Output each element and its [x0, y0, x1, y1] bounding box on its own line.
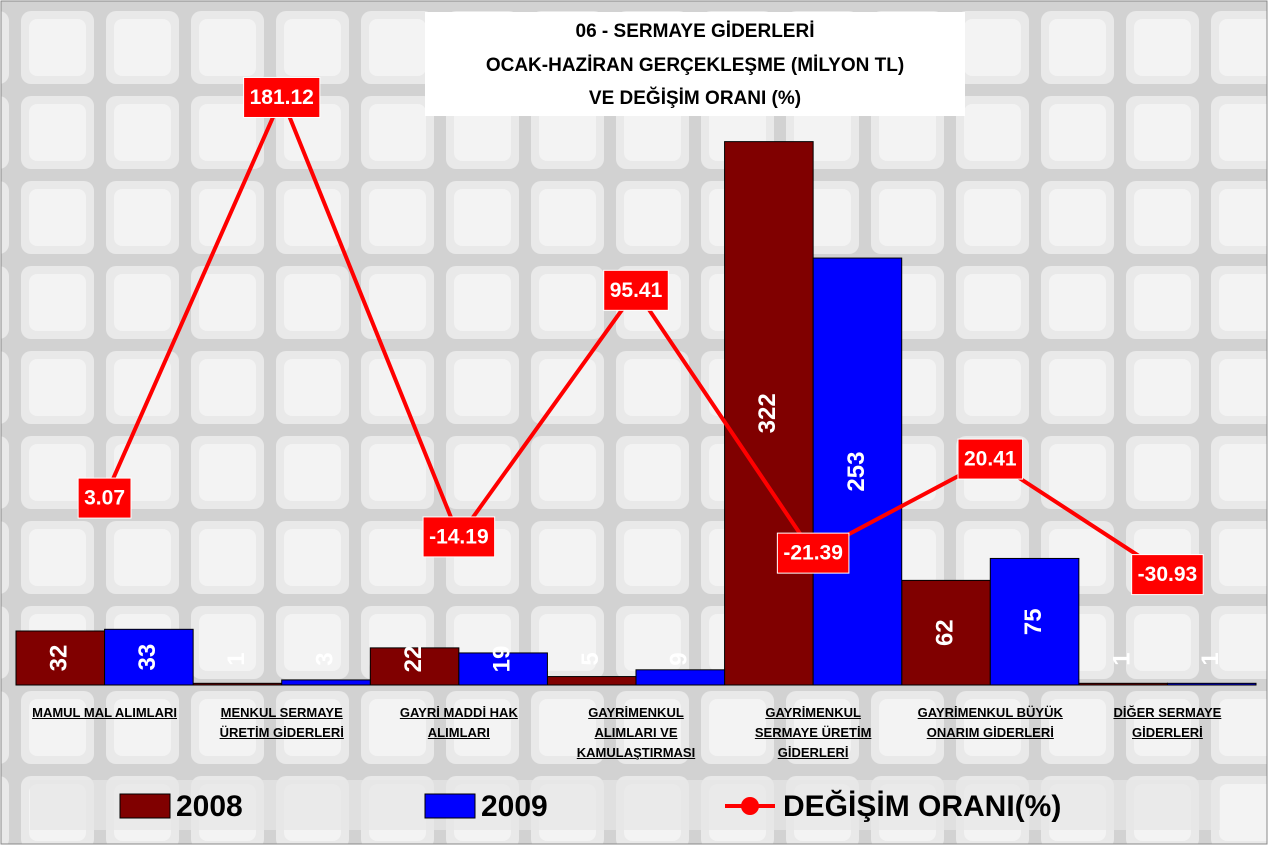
bar-value-label: 322 — [754, 393, 781, 433]
line-value-label: 20.41 — [964, 448, 1017, 471]
legend-label: 2008 — [176, 790, 243, 823]
bar — [192, 682, 283, 686]
bar-value-label: 5 — [577, 652, 604, 665]
bar-value-label: 75 — [1020, 608, 1047, 635]
legend-swatch — [741, 797, 759, 815]
line-value-label: -14.19 — [429, 525, 489, 548]
bar — [546, 676, 637, 686]
bar — [812, 257, 903, 686]
bar — [281, 679, 371, 686]
bar-value-label: 32 — [46, 645, 73, 672]
legend-swatch — [424, 793, 476, 819]
title-box — [425, 12, 965, 116]
x-tick-label: GAYRİ MADDİ HAK ALIMLARI — [399, 705, 518, 740]
bar — [458, 652, 548, 686]
x-tick-label: GAYRİMENKUL BÜYÜK ONARIM GİDERLERİ — [917, 705, 1063, 740]
bar-value-label: 19 — [488, 646, 515, 673]
value-label-box — [1131, 554, 1204, 596]
value-label-box — [776, 532, 850, 574]
x-tick-label: MAMUL MAL ALIMLARI — [32, 705, 178, 720]
chart-title: OCAK-HAZİRAN GERÇEKLEŞME (MİLYON TL) — [486, 55, 904, 76]
chart-title: 06 - SERMAYE GİDERLERİ — [576, 21, 815, 42]
bar — [635, 669, 726, 686]
chart-title: VE DEĞİŞİM ORANI (%) — [589, 87, 801, 109]
bar-value-label: 253 — [843, 452, 870, 492]
bar — [15, 630, 106, 686]
bar — [901, 579, 991, 686]
line-value-label: 3.07 — [84, 487, 125, 510]
value-label-box — [422, 516, 496, 558]
bar-value-label: 1 — [1108, 652, 1135, 665]
bar — [104, 628, 194, 686]
line-value-label: -30.93 — [1138, 563, 1198, 586]
bar-value-label: 3 — [311, 652, 338, 665]
legend-swatch — [119, 793, 171, 819]
value-label-box — [77, 477, 132, 519]
bar-value-label: 62 — [931, 619, 958, 646]
bar — [1078, 682, 1168, 686]
legend-label: DEĞİŞİM ORANI(%) — [783, 789, 1061, 823]
x-tick-label: DİĞER SERMAYE GİDERLERİ — [1113, 705, 1222, 740]
x-tick-label: GAYRİMENKUL ALIMLARI VE KAMULAŞTIRMASI — [576, 705, 696, 760]
line-value-label: -21.39 — [783, 542, 843, 565]
bar-value-label: 1 — [1197, 652, 1224, 665]
bar-value-label: 9 — [666, 652, 693, 665]
bar-value-label: 22 — [400, 646, 427, 673]
legend-box — [30, 780, 1220, 830]
value-label-box — [603, 269, 669, 311]
bar-value-label: 33 — [134, 644, 161, 671]
x-tick-label: MENKUL SERMAYE ÜRETİM GİDERLERİ — [219, 705, 344, 740]
bar — [1166, 682, 1257, 686]
x-tick-label: GAYRİMENKUL SERMAYE ÜRETİM GİDERLERİ — [754, 705, 872, 760]
line-value-label: 181.12 — [250, 86, 314, 109]
bar — [724, 141, 814, 686]
bar-value-label: 1 — [223, 652, 250, 665]
line-value-label: 95.41 — [610, 279, 663, 302]
value-label-box — [957, 438, 1024, 480]
bar — [989, 557, 1080, 686]
legend-label: 2009 — [481, 790, 548, 823]
value-label-box — [243, 76, 321, 118]
